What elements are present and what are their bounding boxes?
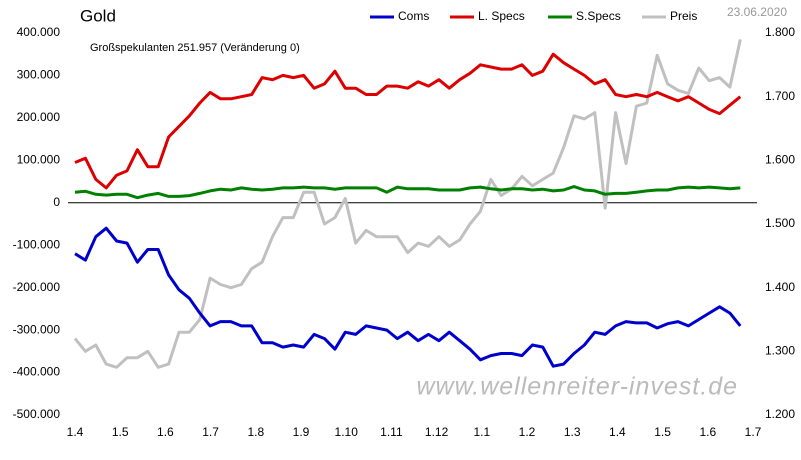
x-tick-label: 1.5 [654,425,671,439]
y-tick-label: 300.000 [17,68,61,82]
y-tick-label: 0 [53,195,60,209]
series-line [74,185,741,200]
series-line [74,226,742,368]
y-tick-label: -500.000 [13,407,61,421]
x-tick-label: 1.7 [745,425,762,439]
series-line [74,52,742,190]
y2-tick-label: 1.600 [765,153,795,167]
legend-label: L. Specs [478,9,525,23]
watermark: www.wellenreiter-invest.de [417,373,739,401]
x-tick-label: 1.5 [112,425,129,439]
y2-tick-label: 1.500 [765,216,795,230]
x-tick-label: 1.3 [564,425,581,439]
y2-tick-label: 1.800 [765,25,795,39]
y2-tick-label: 1.200 [765,407,795,421]
x-tick-label: 1.12 [425,425,449,439]
y-tick-label: -100.000 [13,237,61,251]
x-tick-label: 1.7 [202,425,219,439]
legend-label: Preis [670,9,697,23]
legend-label: S.Specs [576,9,621,23]
chart-title: Gold [80,6,116,25]
x-tick-label: 1.6 [699,425,716,439]
y-tick-label: -300.000 [13,322,61,336]
x-tick-label: 1.6 [157,425,174,439]
x-tick-label: 1.10 [335,425,359,439]
subtitle: Großspekulanten 251.957 (Veränderung 0) [90,42,300,54]
date-label: 23.06.2020 [727,5,787,19]
y-tick-label: 400.000 [17,25,61,39]
series-line [73,39,742,369]
y-tick-label: 100.000 [17,153,61,167]
x-tick-label: 1.9 [293,425,310,439]
x-tick-label: 1.4 [67,425,84,439]
y2-tick-label: 1.400 [765,280,795,294]
y-tick-label: 200.000 [17,110,61,124]
y-tick-label: -200.000 [13,280,61,294]
x-tick-label: 1.8 [247,425,264,439]
y-tick-label: -400.000 [13,365,61,379]
y2-tick-label: 1.700 [765,89,795,103]
x-tick-label: 1.11 [380,425,403,439]
x-tick-label: 1.2 [519,425,536,439]
y2-tick-label: 1.300 [765,344,795,358]
x-tick-label: 1.4 [609,425,626,439]
legend-label: Coms [398,9,429,23]
x-tick-label: 1.1 [473,425,490,439]
